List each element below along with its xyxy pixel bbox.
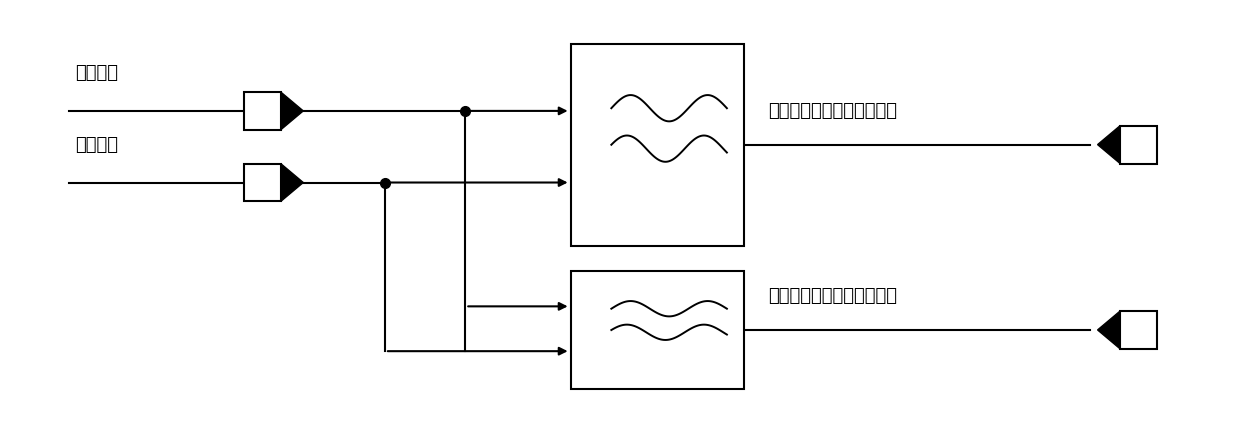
Bar [1120, 126, 1157, 164]
Text: 燃气温度: 燃气温度 [76, 64, 119, 82]
Bar [570, 271, 744, 389]
Polygon shape [1097, 126, 1120, 164]
Polygon shape [280, 164, 304, 201]
Polygon shape [280, 92, 304, 130]
Bar [570, 44, 744, 245]
Bar [244, 92, 280, 130]
Text: 进气口调节阀开环驱动电流: 进气口调节阀开环驱动电流 [769, 102, 898, 120]
Text: 燃气流量: 燃气流量 [76, 136, 119, 153]
Bar [244, 164, 280, 201]
Text: 补气口调节阀开环驱动电流: 补气口调节阀开环驱动电流 [769, 287, 898, 305]
Bar [1120, 311, 1157, 349]
Polygon shape [1097, 311, 1120, 349]
